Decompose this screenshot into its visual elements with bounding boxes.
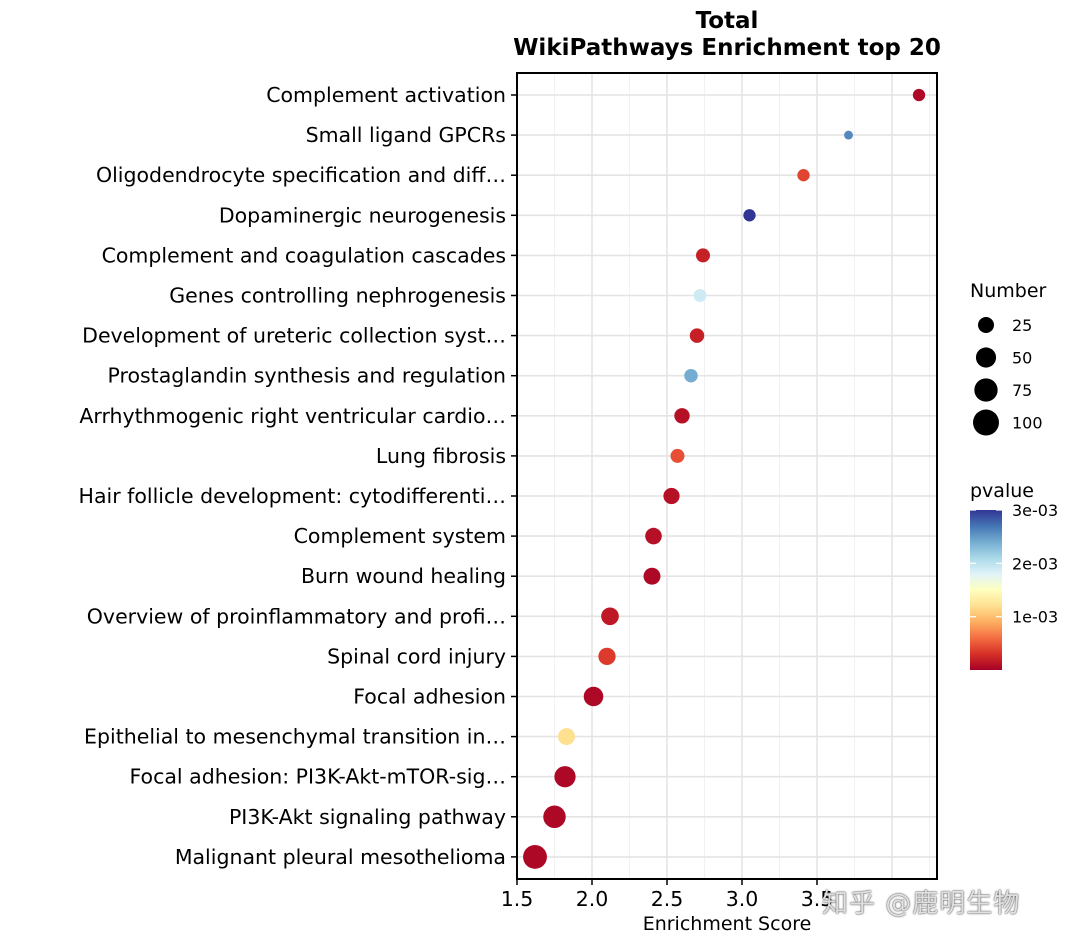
size-legend-label: 50: [1012, 349, 1032, 368]
data-point: [912, 88, 926, 102]
y-tick-label: Complement system: [294, 524, 506, 548]
data-point: [797, 169, 810, 182]
y-tick-label: Dopaminergic neurogenesis: [219, 203, 506, 227]
size-legend-label: 100: [1012, 414, 1043, 433]
data-point: [674, 408, 690, 424]
y-tick-label: Overview of proinflammatory and profi…: [87, 604, 506, 628]
size-legend-dot: [978, 317, 994, 333]
data-point: [601, 607, 619, 626]
data-point: [523, 844, 547, 869]
color-legend-ticks: 3e-03 2e-03 1e-03: [970, 501, 1058, 627]
plot-panel-border: [516, 72, 938, 880]
size-legend-title: Number: [970, 280, 1047, 302]
data-point: [558, 728, 575, 746]
chart-title: Total: [696, 8, 759, 34]
x-tick-label: 2.5: [651, 887, 684, 911]
y-tick-label: Malignant pleural mesothelioma: [175, 845, 506, 869]
size-legend: Number 25 50 75 100: [970, 280, 1047, 436]
data-point: [543, 805, 566, 829]
size-legend-dot: [973, 409, 999, 436]
y-tick-label: PI3K-Akt signaling pathway: [229, 805, 506, 829]
data-point: [643, 567, 661, 585]
data-point: [663, 487, 680, 505]
y-tick-label: Focal adhesion: [353, 685, 506, 709]
chart-subtitle: WikiPathways Enrichment top 20: [513, 35, 941, 61]
data-point: [670, 448, 685, 463]
y-tick-label: Genes controlling nephrogenesis: [169, 284, 506, 308]
y-tick-label: Hair follicle development: cytodifferent…: [79, 484, 506, 508]
y-tick-label: Complement activation: [266, 83, 506, 107]
x-tick-label: 3.0: [726, 887, 759, 911]
color-legend-title: pvalue: [970, 480, 1034, 502]
color-legend-bar: [970, 510, 1002, 670]
data-point: [598, 647, 616, 666]
data-point: [743, 209, 756, 222]
color-legend-label: 3e-03: [1012, 501, 1058, 520]
size-legend-label: 75: [1012, 381, 1032, 400]
data-point: [554, 766, 576, 788]
y-axis-ticks: Complement activation Small ligand GPCRs O…: [79, 83, 517, 869]
y-tick-label: Focal adhesion: PI3K-Akt-mTOR-sig…: [129, 765, 506, 789]
size-legend-dot: [975, 347, 997, 368]
data-point: [645, 527, 662, 545]
gridlines: [516, 73, 937, 879]
data-point: [693, 289, 707, 302]
data-point: [689, 328, 705, 343]
y-tick-label: Burn wound healing: [301, 564, 506, 588]
y-tick-label: Spinal cord injury: [327, 644, 506, 668]
size-legend-items: 25 50 75 100: [973, 316, 1043, 436]
y-tick-label: Oligodendrocyte specification and diff…: [96, 163, 506, 187]
y-tick-label: Epithelial to mesenchymal transition in…: [84, 725, 506, 749]
data-point: [844, 130, 853, 140]
x-axis-label: Enrichment Score: [643, 913, 812, 935]
color-legend-label: 2e-03: [1012, 554, 1058, 573]
x-tick-label: 3.5: [801, 887, 834, 911]
data-point: [583, 686, 604, 707]
y-tick-label: Lung fibrosis: [376, 444, 506, 468]
x-tick-label: 1.5: [501, 887, 534, 911]
data-points: [523, 88, 926, 869]
size-legend-label: 25: [1012, 316, 1032, 335]
y-tick-label: Complement and coagulation cascades: [102, 243, 506, 267]
color-legend: pvalue 3e-03 2e-03 1e-03: [970, 480, 1058, 670]
data-point: [684, 368, 698, 383]
y-tick-label: Arrhythmogenic right ventricular cardio…: [79, 404, 506, 428]
size-legend-dot: [974, 378, 998, 402]
y-tick-label: Prostaglandin synthesis and regulation: [107, 364, 506, 388]
y-tick-label: Small ligand GPCRs: [306, 123, 506, 147]
x-axis-ticks: 1.5 2.0 2.5 3.0 3.5: [501, 879, 834, 911]
y-tick-label: Development of ureteric collection syst…: [82, 324, 506, 348]
x-tick-label: 2.0: [576, 887, 609, 911]
data-point: [696, 248, 710, 263]
color-legend-label: 1e-03: [1012, 608, 1058, 627]
